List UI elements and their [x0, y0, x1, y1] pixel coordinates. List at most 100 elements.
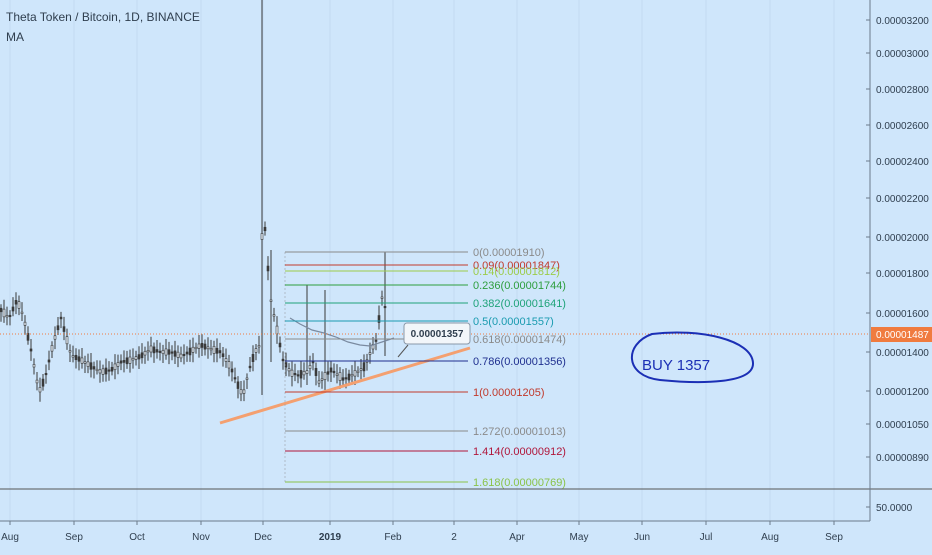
candle-body	[347, 373, 351, 381]
candles	[0, 0, 387, 402]
time-tick-label: Dec	[254, 532, 272, 543]
candle-body	[329, 367, 333, 373]
callout-label: 0.00001357	[411, 329, 464, 340]
buy-annotation: BUY 1357	[631, 331, 755, 384]
candle-body	[305, 370, 309, 374]
price-axis[interactable]: 0.00003200 0.00003000 0.00002800 0.00002600…	[866, 16, 929, 464]
price-tick-label: 0.00003200	[876, 16, 929, 27]
candle-body	[236, 381, 240, 389]
candle-body	[14, 300, 18, 305]
candle-body	[320, 378, 324, 381]
candle-body	[29, 348, 33, 352]
candle-body	[134, 356, 138, 360]
candle-body	[218, 350, 222, 354]
candle-body	[101, 368, 105, 375]
candle-body	[242, 389, 246, 394]
fib-level-label: 0.09(0.00001847)	[473, 260, 560, 272]
candle-body	[176, 351, 180, 358]
candle-body	[335, 373, 339, 376]
candle-body	[23, 321, 27, 326]
candle-body	[104, 367, 108, 375]
time-tick-label: Nov	[192, 532, 210, 543]
candle-body	[59, 316, 63, 320]
candle-body	[137, 354, 141, 360]
candle-body	[287, 368, 291, 372]
candle-body	[20, 311, 24, 314]
time-tick-label: Aug	[761, 532, 779, 543]
price-tick-label: 0.00002600	[876, 121, 929, 132]
candle-body	[50, 345, 54, 352]
time-tick-label: 2019	[319, 532, 342, 543]
candle-body	[119, 360, 123, 364]
candle-body	[191, 346, 195, 353]
candle-body	[26, 333, 30, 341]
candle-body	[161, 350, 165, 354]
candle-body	[251, 354, 255, 362]
candle-body	[257, 345, 261, 348]
candle-body	[269, 299, 273, 302]
indicator-label[interactable]: MA	[6, 30, 24, 44]
candle-body	[32, 364, 36, 368]
candle-body	[77, 356, 81, 362]
time-tick-label: Sep	[825, 532, 843, 543]
candle-body	[362, 362, 366, 372]
time-axis[interactable]: Aug Sep Oct Nov Dec 2019 Feb 2 Apr May Jun Jul Aug Se…	[1, 521, 843, 543]
candle-body	[41, 378, 45, 387]
candle-body	[17, 301, 21, 309]
candle-body	[371, 344, 375, 350]
candle-body	[353, 370, 357, 377]
candle-body	[113, 363, 117, 370]
candle-body	[212, 346, 216, 354]
buy-ellipse	[631, 331, 755, 384]
candle-body	[194, 346, 198, 350]
candle-body	[263, 226, 267, 232]
price-tick-label: 0.00003000	[876, 49, 929, 60]
candle-body	[197, 343, 201, 349]
candle-body	[245, 377, 249, 380]
candle-body	[233, 377, 237, 380]
time-tick-label: Oct	[129, 532, 145, 543]
candle-body	[149, 345, 153, 353]
candle-body	[293, 373, 297, 376]
candle-body	[227, 361, 231, 369]
time-tick-label: Jul	[700, 532, 713, 543]
candle-body	[179, 353, 183, 359]
candle-body	[86, 361, 90, 367]
candle-body	[131, 358, 135, 361]
candle-body	[380, 296, 384, 299]
candle-body	[173, 350, 177, 357]
time-tick-label: 2	[451, 532, 457, 543]
candle-body	[5, 315, 9, 318]
fib-level-label: 1.618(0.00000769)	[473, 477, 566, 489]
fib-level-label: 1(0.00001205)	[473, 387, 545, 399]
candle-body	[35, 379, 39, 384]
fib-level-label: 0(0.00001910)	[473, 247, 545, 259]
price-tick-label: 0.00002400	[876, 157, 929, 168]
price-tick-label: 0.00000890	[876, 453, 929, 464]
candle-body	[338, 372, 342, 381]
candle-body	[341, 377, 345, 381]
candle-body	[74, 354, 78, 361]
candle-body	[167, 349, 171, 355]
candle-body	[302, 371, 306, 376]
candle-body	[143, 351, 147, 356]
candle-body	[266, 265, 270, 272]
candle-body	[206, 346, 210, 350]
candle-body	[98, 369, 102, 374]
candle-body	[260, 233, 264, 240]
candle-body	[80, 357, 84, 364]
callout-box: 0.00001357	[397, 322, 471, 358]
candle-body	[110, 366, 114, 372]
candle-body	[164, 348, 168, 356]
candle-body	[383, 306, 387, 309]
candle-body	[200, 343, 204, 348]
price-tick-label: 0.00001800	[876, 269, 929, 280]
time-tick-label: May	[570, 532, 589, 543]
fib-level-label: 0.236(0.00001744)	[473, 280, 566, 292]
candle-body	[290, 369, 294, 377]
fib-level-label: 0.382(0.00001641)	[473, 298, 566, 310]
candle-body	[275, 325, 279, 335]
price-tick-label: 0.00001050	[876, 420, 929, 431]
